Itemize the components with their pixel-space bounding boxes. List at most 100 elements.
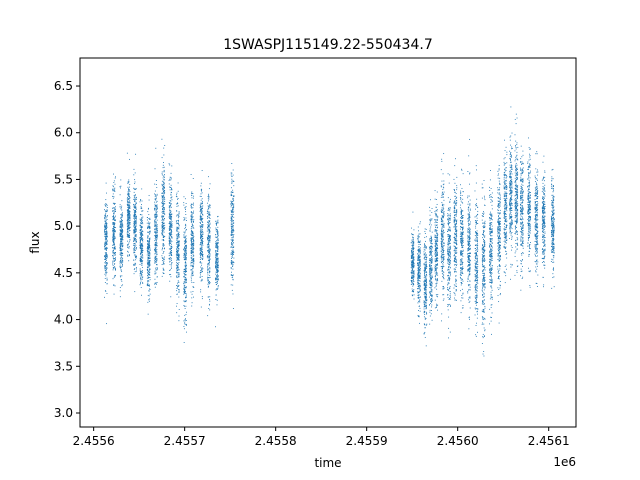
data-point [230, 203, 232, 204]
data-point [155, 213, 157, 215]
data-point [207, 245, 209, 247]
data-point [156, 207, 158, 209]
data-point [176, 214, 178, 216]
data-point [431, 255, 433, 257]
data-point [155, 205, 157, 207]
data-point [232, 293, 234, 295]
data-point [155, 245, 157, 247]
data-point [129, 215, 131, 217]
data-point [155, 230, 157, 232]
data-point [148, 233, 150, 235]
data-point [128, 235, 130, 237]
data-point [147, 245, 149, 247]
data-point [429, 291, 431, 293]
data-point [429, 239, 431, 241]
data-point [419, 263, 421, 264]
data-point [185, 278, 187, 280]
data-point [418, 280, 420, 281]
data-point [216, 224, 217, 226]
data-point [418, 297, 420, 299]
data-point [437, 280, 439, 282]
data-point [113, 190, 115, 192]
data-point [191, 302, 193, 304]
data-point [176, 249, 178, 251]
data-point [232, 233, 234, 235]
data-point [178, 241, 180, 243]
data-point [417, 258, 419, 260]
data-point [114, 183, 116, 185]
data-point [178, 273, 180, 275]
data-point [122, 239, 124, 241]
data-point [169, 186, 170, 188]
data-point [184, 207, 186, 209]
data-point [199, 276, 201, 278]
data-point [192, 242, 194, 244]
data-point [201, 249, 202, 251]
data-point [114, 267, 116, 269]
data-point [232, 201, 233, 203]
data-point [200, 280, 202, 282]
data-point [217, 238, 219, 240]
data-point [128, 213, 130, 215]
data-point [430, 313, 432, 315]
data-point [232, 245, 234, 247]
data-point [232, 266, 233, 267]
data-point [431, 291, 433, 293]
data-point [121, 223, 123, 225]
data-point [148, 260, 150, 262]
data-point [113, 243, 115, 245]
data-point [142, 216, 144, 218]
data-point [121, 265, 123, 267]
data-point [170, 216, 171, 218]
data-point [200, 222, 201, 224]
data-point [425, 271, 427, 272]
data-point [156, 227, 158, 229]
data-point [133, 188, 135, 190]
data-point [115, 206, 116, 208]
data-point [419, 252, 421, 254]
data-point [230, 194, 232, 196]
data-point [207, 196, 209, 197]
data-point [436, 203, 438, 205]
data-point [127, 218, 129, 220]
data-point [147, 242, 149, 244]
data-point [435, 214, 436, 216]
data-point [134, 219, 136, 220]
data-point [171, 237, 173, 238]
data-point [129, 200, 131, 202]
data-point [155, 253, 157, 254]
data-point [120, 185, 122, 187]
data-point [128, 208, 129, 210]
data-point [169, 206, 171, 208]
data-point [437, 218, 438, 220]
data-point [430, 242, 431, 244]
data-point [199, 251, 201, 253]
data-point [430, 251, 431, 253]
data-point [168, 238, 170, 239]
data-point [105, 223, 107, 225]
data-point [191, 244, 193, 245]
data-point [411, 254, 413, 256]
data-point [115, 227, 117, 228]
data-point [156, 186, 158, 188]
data-point [217, 259, 219, 261]
data-point [135, 213, 137, 215]
data-point [105, 262, 107, 264]
data-point [147, 284, 149, 286]
data-point [423, 312, 425, 314]
data-point [200, 202, 202, 204]
data-point [162, 272, 164, 274]
data-point [431, 282, 433, 284]
data-point [191, 231, 193, 233]
data-point [133, 248, 135, 250]
data-point [162, 244, 164, 246]
data-point [217, 277, 219, 279]
data-point [217, 267, 218, 269]
data-point [161, 211, 163, 213]
data-point [127, 212, 129, 214]
data-point [208, 303, 210, 305]
data-point [417, 249, 419, 251]
data-point [411, 247, 413, 249]
data-point [163, 211, 164, 213]
data-point [183, 271, 185, 273]
